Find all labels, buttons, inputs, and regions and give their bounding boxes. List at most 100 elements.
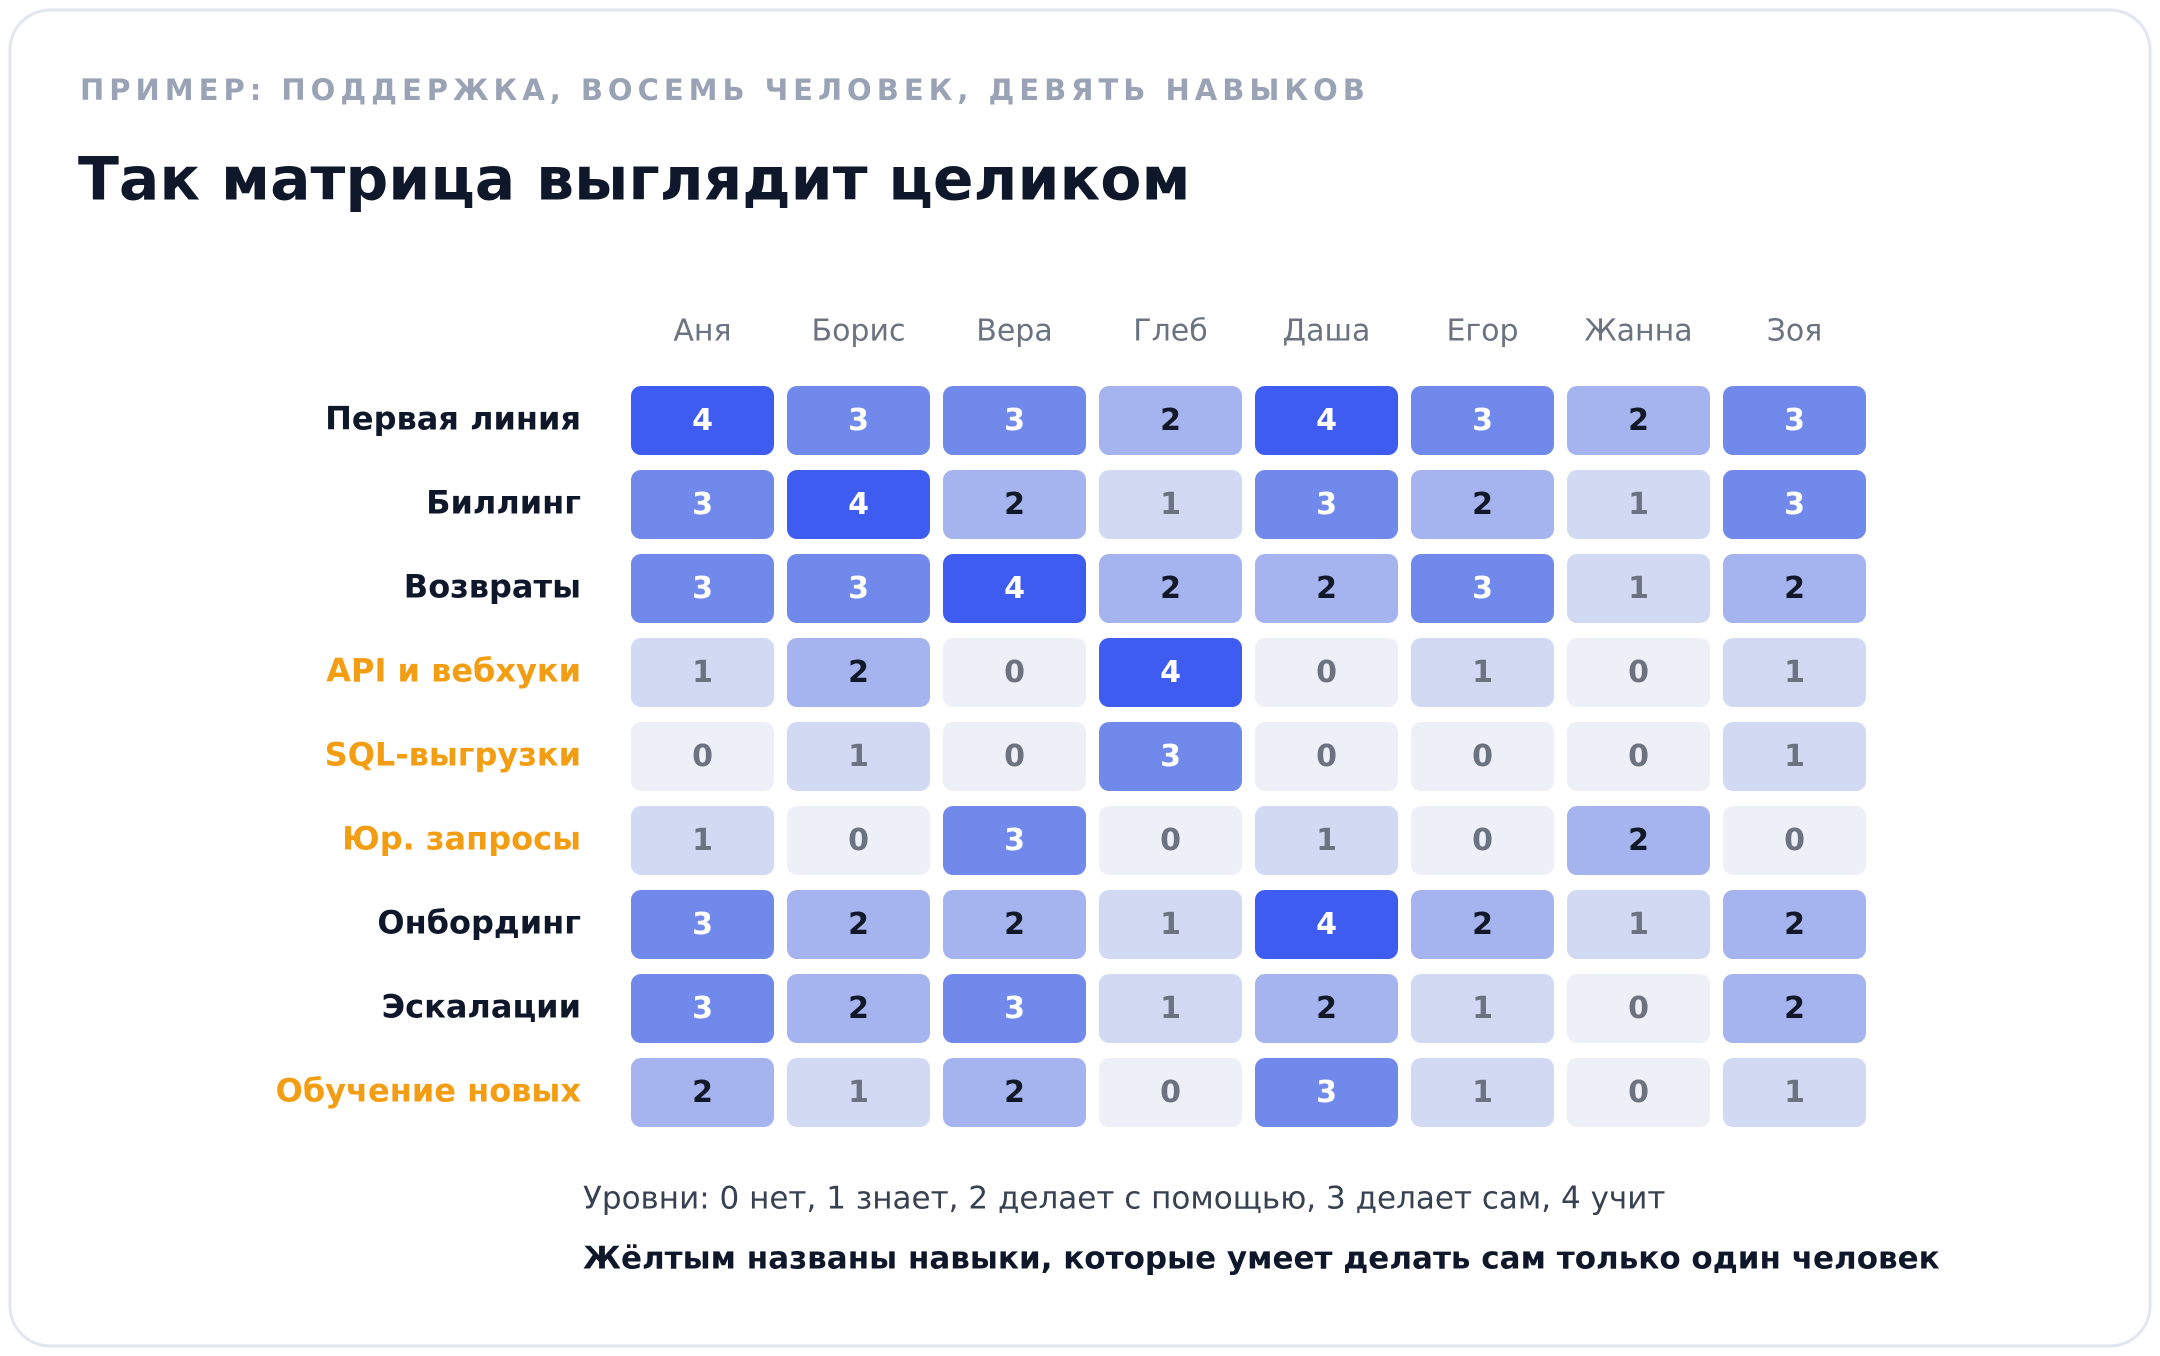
row-label: Обучение новых: [276, 1072, 582, 1110]
cell-label: 1: [1316, 823, 1337, 858]
cell-label: 4: [1004, 571, 1025, 606]
cell-label: 3: [1472, 571, 1493, 606]
cell-label: 3: [1784, 487, 1805, 522]
cell-label: 2: [848, 991, 869, 1026]
cell: [1411, 722, 1554, 791]
cell-label: 1: [1628, 487, 1649, 522]
row-label: Онбординг: [377, 904, 581, 942]
row-label: Эскалации: [382, 988, 581, 1026]
cell-label: 2: [1628, 823, 1649, 858]
cell-label: 3: [1004, 991, 1025, 1026]
cell-label: 3: [692, 487, 713, 522]
cell-label: 1: [1160, 991, 1181, 1026]
cell-label: 1: [1160, 487, 1181, 522]
cell-label: 2: [1004, 1075, 1025, 1110]
cell: [1567, 386, 1710, 455]
cell: [1723, 974, 1866, 1043]
cell: [787, 806, 930, 875]
column-label: Даша: [1283, 314, 1371, 349]
cell: [1723, 470, 1866, 539]
cell: [1567, 638, 1710, 707]
cell: [787, 722, 930, 791]
cell-label: 3: [1316, 487, 1337, 522]
cell: [943, 974, 1086, 1043]
cell: [631, 722, 774, 791]
cell: [1567, 806, 1710, 875]
cell: [1099, 1058, 1242, 1127]
row-label: Юр. запросы: [342, 820, 581, 858]
cell-label: 2: [1316, 571, 1337, 606]
cell: [1723, 890, 1866, 959]
cell: [787, 890, 930, 959]
cell-label: 2: [1472, 487, 1493, 522]
cell-label: 0: [1316, 655, 1337, 690]
cell-label: 1: [848, 739, 869, 774]
row-label: Биллинг: [426, 484, 581, 522]
cell-label: 2: [1316, 991, 1337, 1026]
cell: [1255, 638, 1398, 707]
cell-label: 0: [1784, 823, 1805, 858]
cell-label: 0: [1004, 739, 1025, 774]
cell: [1723, 386, 1866, 455]
cell: [631, 470, 774, 539]
cell: [631, 554, 774, 623]
cell: [631, 890, 774, 959]
cell: [1567, 722, 1710, 791]
cell: [1411, 890, 1554, 959]
cell-label: 0: [1472, 739, 1493, 774]
cell-label: 3: [1316, 1075, 1337, 1110]
cell-label: 3: [1472, 403, 1493, 438]
cell-label: 1: [1628, 571, 1649, 606]
cell: [787, 974, 930, 1043]
cell-label: 3: [848, 571, 869, 606]
cell: [1411, 1058, 1554, 1127]
cell: [1255, 470, 1398, 539]
cell: [631, 1058, 774, 1127]
row-label: API и вебхуки: [326, 652, 581, 690]
column-label: Аня: [673, 314, 731, 349]
cell: [1099, 890, 1242, 959]
cell: [943, 722, 1086, 791]
cell: [1567, 554, 1710, 623]
subtitle: ПРИМЕР: ПОДДЕРЖКА, ВОСЕМЬ ЧЕЛОВЕК, ДЕВЯТ…: [80, 73, 1370, 107]
cell: [1723, 806, 1866, 875]
cell: [1099, 806, 1242, 875]
cell: [943, 806, 1086, 875]
cell: [1567, 890, 1710, 959]
cell: [1255, 554, 1398, 623]
cell: [943, 1058, 1086, 1127]
cell: [1567, 470, 1710, 539]
cell-label: 0: [692, 739, 713, 774]
cell-label: 2: [1784, 991, 1805, 1026]
cell: [1099, 974, 1242, 1043]
cell-label: 0: [1628, 655, 1649, 690]
cell-label: 0: [848, 823, 869, 858]
cell-label: 1: [692, 823, 713, 858]
cell: [1411, 806, 1554, 875]
cell-label: 3: [692, 571, 713, 606]
cell: [1723, 1058, 1866, 1127]
cell-label: 1: [1472, 1075, 1493, 1110]
cell: [787, 470, 930, 539]
cell-label: 4: [1316, 907, 1337, 942]
cell: [787, 638, 930, 707]
cell: [631, 638, 774, 707]
cell-label: 1: [1784, 739, 1805, 774]
cell-label: 0: [1004, 655, 1025, 690]
cell: [1723, 638, 1866, 707]
cell-label: 2: [1628, 403, 1649, 438]
cell: [1099, 554, 1242, 623]
cell-label: 1: [1160, 907, 1181, 942]
cell-label: 4: [692, 403, 713, 438]
column-label: Борис: [812, 314, 906, 349]
cell-label: 0: [1160, 1075, 1181, 1110]
cell-label: 4: [1316, 403, 1337, 438]
cell: [787, 1058, 930, 1127]
cell-label: 0: [1316, 739, 1337, 774]
cell: [1255, 722, 1398, 791]
column-label: Вера: [976, 314, 1052, 349]
cell: [787, 386, 930, 455]
cell: [1567, 1058, 1710, 1127]
cell: [787, 554, 930, 623]
